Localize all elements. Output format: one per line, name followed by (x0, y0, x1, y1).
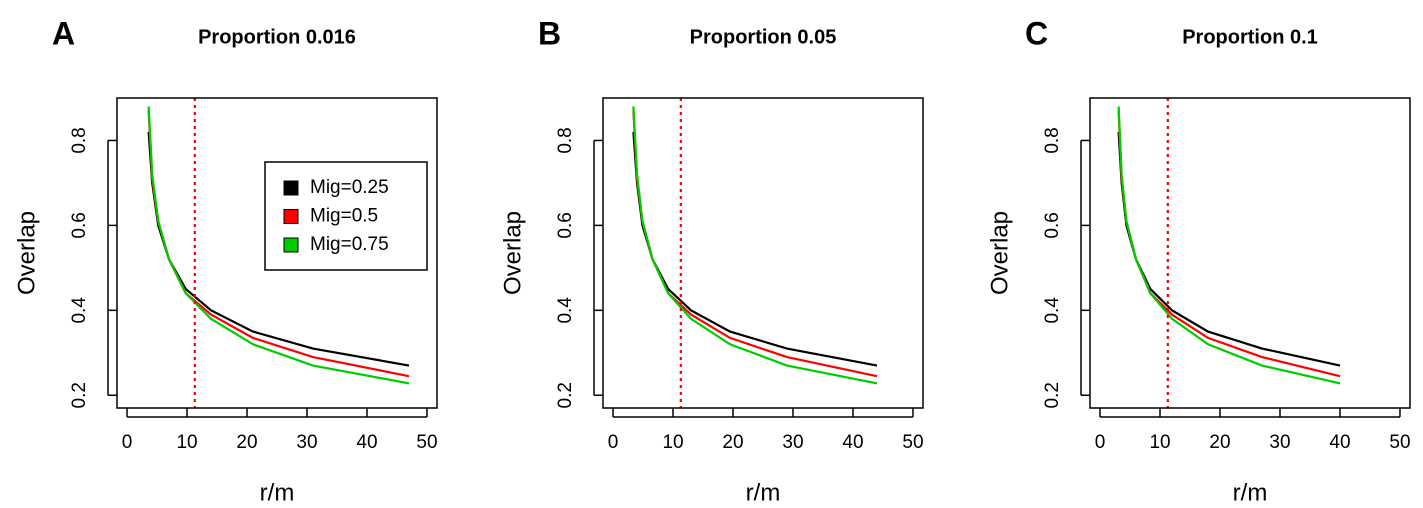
panel-letter: C (1025, 15, 1048, 51)
y-tick-label: 0.6 (1042, 212, 1063, 238)
legend-label: Mig=0.5 (310, 206, 378, 227)
panel: A Proportion 0.016 r/m Overlap 0 10 20 30 40 50 0.… (13, 15, 438, 506)
y-tick-label: 0.4 (1042, 297, 1063, 324)
x-axis-label: r/m (1233, 479, 1268, 506)
x-tick-label: 50 (902, 432, 923, 453)
x-axis-label: r/m (746, 479, 781, 506)
panel: C Proportion 0.1 r/m Overlap 0 10 20 30 40 50 0.2 0… (986, 15, 1411, 506)
x-tick-label: 10 (1149, 432, 1170, 453)
legend-label: Mig=0.75 (310, 234, 389, 255)
series-line (632, 131, 878, 367)
y-tick-label: 0.4 (555, 297, 576, 324)
x-tick-label: 20 (722, 432, 743, 453)
x-tick-label: 20 (236, 432, 257, 453)
x-tick-label: 10 (176, 432, 197, 453)
legend-swatch (283, 209, 299, 224)
plot-frame (1089, 97, 1411, 409)
series-line (632, 110, 878, 378)
y-axis-label: Overlap (13, 211, 40, 295)
y-tick-label: 0.8 (69, 127, 90, 153)
y-tick-label: 0.2 (555, 382, 576, 408)
series-line (147, 106, 410, 385)
x-tick-label: 0 (1095, 432, 1106, 453)
plot-frame (116, 97, 438, 409)
y-axis-label: Overlap (986, 211, 1013, 295)
chart-title: Proportion 0.016 (198, 26, 356, 48)
legend: Mig=0.25 Mig=0.5 Mig=0.75 (264, 161, 428, 271)
x-tick-label: 0 (608, 432, 619, 453)
y-tick-label: 0.2 (1042, 382, 1063, 408)
x-tick-label: 40 (1329, 432, 1350, 453)
y-tick-label: 0.8 (555, 127, 576, 153)
x-tick-label: 20 (1209, 432, 1230, 453)
x-tick-label: 10 (662, 432, 683, 453)
y-axis-label: Overlap (499, 211, 526, 295)
x-tick-label: 30 (296, 432, 317, 453)
x-tick-label: 50 (1389, 432, 1410, 453)
y-tick-label: 0.6 (69, 212, 90, 238)
series-line (1117, 110, 1341, 378)
x-tick-label: 50 (416, 432, 437, 453)
panel-letter: B (538, 15, 561, 51)
chart-title: Proportion 0.05 (690, 26, 837, 48)
chart-title: Proportion 0.1 (1182, 26, 1318, 48)
y-tick-label: 0.4 (69, 297, 90, 324)
x-tick-label: 40 (842, 432, 863, 453)
panel-letter: A (52, 15, 75, 51)
legend-label: Mig=0.25 (310, 177, 389, 198)
panel: B Proportion 0.05 r/m Overlap 0 10 20 30 40 50 0.2… (499, 15, 924, 506)
legend-swatch (283, 237, 299, 253)
series-line (1117, 131, 1341, 367)
series-line (632, 106, 878, 385)
x-tick-label: 40 (356, 432, 377, 453)
x-axis-label: r/m (260, 479, 295, 506)
x-tick-label: 0 (122, 432, 133, 453)
y-tick-label: 0.8 (1042, 127, 1063, 153)
x-tick-label: 30 (782, 432, 803, 453)
plot-frame (602, 97, 924, 409)
x-tick-label: 30 (1269, 432, 1290, 453)
y-tick-label: 0.2 (69, 382, 90, 408)
y-tick-label: 0.6 (555, 212, 576, 238)
legend-swatch (283, 180, 299, 196)
series-line (1117, 106, 1341, 385)
